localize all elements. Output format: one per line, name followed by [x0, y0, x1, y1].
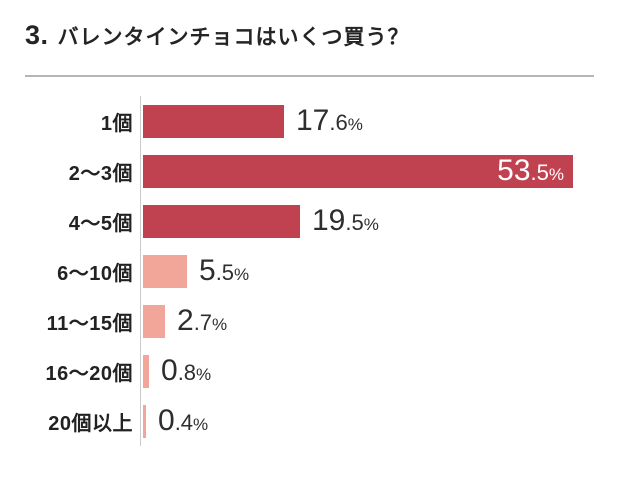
page-title: バレンタインチョコはいくつ買う？ — [57, 26, 410, 49]
value-frac: .5 — [530, 160, 549, 185]
bar — [143, 354, 149, 388]
bar — [143, 404, 146, 438]
bar — [143, 304, 165, 338]
value-int: 17 — [296, 104, 330, 137]
bar-row: 11〜15個 2.7% — [0, 296, 620, 346]
value-int: 5 — [199, 254, 216, 287]
value-label: 17.6% — [296, 106, 363, 136]
bar-row: 1個 17.6% — [0, 96, 620, 146]
category-label: 2〜3個 — [68, 162, 133, 185]
value-frac: .7 — [193, 310, 213, 335]
percent-sign: % — [234, 265, 250, 284]
value-frac: .5 — [215, 260, 235, 285]
value-int: 0 — [161, 354, 178, 387]
percent-sign: % — [548, 165, 564, 184]
category-label: 11〜15個 — [46, 312, 133, 335]
value-label: 0.4% — [158, 406, 208, 436]
bar-track: 0.4% — [140, 396, 620, 446]
bar-row: 2〜3個 53.5% — [0, 146, 620, 196]
bar-track: 5.5% — [140, 246, 620, 296]
value-int: 2 — [177, 304, 194, 337]
bar-track: 17.6% — [140, 96, 620, 146]
percent-sign: % — [212, 315, 228, 334]
bar-track: 53.5% — [140, 146, 620, 196]
percent-sign: % — [363, 215, 379, 234]
value-label: 2.7% — [177, 306, 227, 336]
question-number: 3. — [25, 20, 49, 50]
percent-sign: % — [193, 415, 209, 434]
value-frac: .4 — [174, 410, 194, 435]
bar-track: 19.5% — [140, 196, 620, 246]
percent-sign: % — [196, 365, 212, 384]
question-header: 3. バレンタインチョコはいくつ買う？ — [25, 20, 595, 51]
bar — [143, 204, 300, 238]
bar-track: 0.8% — [140, 346, 620, 396]
category-label: 4〜5個 — [68, 212, 133, 235]
value-frac: .8 — [177, 360, 197, 385]
value-label: 19.5% — [312, 206, 379, 236]
category-label: 16〜20個 — [45, 362, 133, 385]
bar-row: 4〜5個 19.5% — [0, 196, 620, 246]
value-frac: .5 — [345, 210, 364, 235]
bar-track: 2.7% — [140, 296, 620, 346]
value-label: 53.5% — [497, 156, 573, 186]
bar-chart: 1個 17.6% 2〜3個 53.5% 4〜5個 19.5% 6〜10個 5.5% 11〜15個… — [0, 96, 620, 446]
bar — [143, 104, 284, 138]
value-int: 0 — [158, 404, 175, 437]
value-label: 5.5% — [199, 256, 249, 286]
bar-row: 16〜20個 0.8% — [0, 346, 620, 396]
category-label: 1個 — [100, 112, 133, 135]
percent-sign: % — [347, 115, 363, 134]
value-label: 0.8% — [161, 356, 211, 386]
category-label: 20個以上 — [48, 412, 133, 435]
value-int: 53 — [497, 154, 531, 187]
bar — [143, 254, 187, 288]
bar-row: 6〜10個 5.5% — [0, 246, 620, 296]
bar-row: 20個以上 0.4% — [0, 396, 620, 446]
bar: 53.5% — [143, 154, 573, 188]
category-label: 6〜10個 — [57, 262, 133, 285]
value-frac: .6 — [329, 110, 348, 135]
header-divider — [25, 75, 594, 77]
value-int: 19 — [312, 204, 346, 237]
